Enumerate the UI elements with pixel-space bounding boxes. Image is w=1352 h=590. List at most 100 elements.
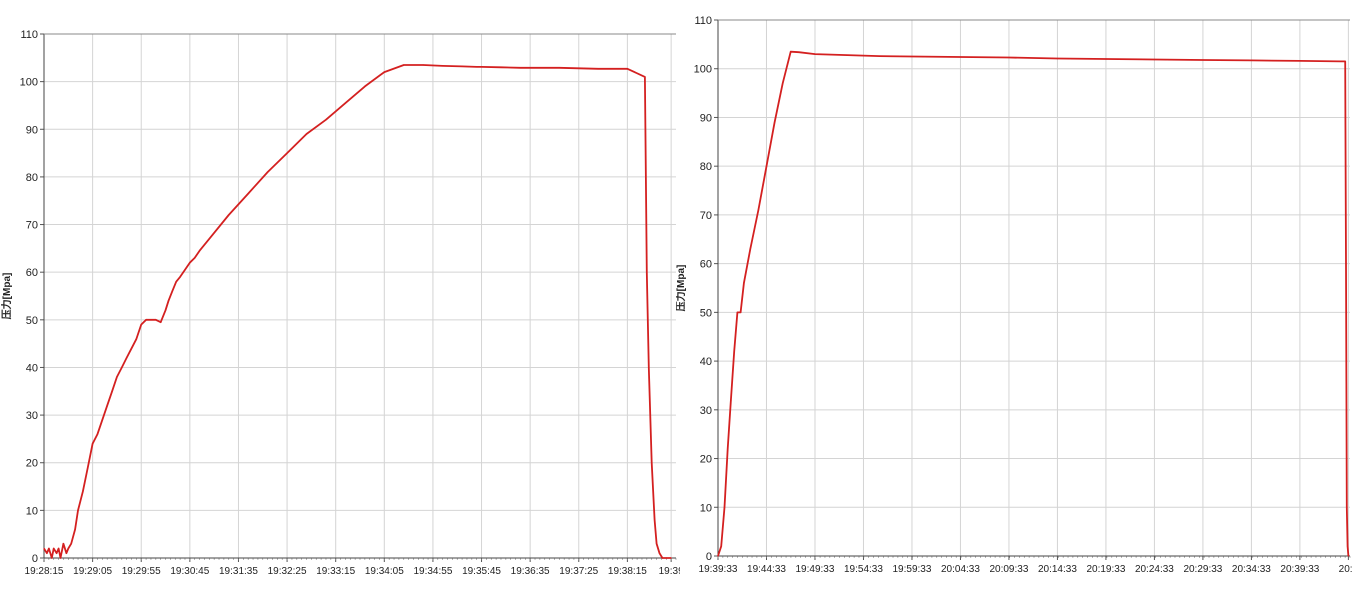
x-tick-label: 19:33:15	[316, 566, 355, 577]
pressure-data-point	[959, 56, 962, 58]
pressure-data-point	[1347, 555, 1349, 557]
pressure-data-point	[720, 545, 722, 547]
pressure-data-point	[1346, 545, 1349, 547]
pressure-data-point	[56, 552, 58, 554]
y-tick-label: 30	[700, 405, 712, 417]
x-tick-label: 20:34:33	[1232, 564, 1271, 575]
pressure-data-point	[140, 323, 142, 326]
pressure-data-point	[736, 311, 738, 313]
pressure-data-point	[43, 547, 45, 550]
pressure-data-point	[87, 466, 89, 469]
pressure-data-point	[67, 547, 69, 550]
pressure-series-line	[717, 50, 1350, 557]
x-tick-label: 19:35:45	[462, 566, 501, 577]
y-tick-label: 70	[26, 220, 38, 232]
pressure-data-point	[626, 68, 628, 70]
pressure-data-point	[442, 65, 444, 67]
pressure-data-point	[51, 557, 53, 559]
pressure-data-point	[790, 51, 792, 53]
x-tick-label: 19:29:55	[122, 566, 161, 577]
x-tick-label: 19:34:55	[413, 566, 452, 577]
pressure-data-point	[558, 67, 560, 69]
right-chart-svg: 0 10 20 30 40 50 60 70 80 90 100 110 19:39:33 19:44:3…	[674, 15, 1352, 575]
pressure-data-point	[46, 552, 48, 554]
y-tick-label: 0	[706, 551, 712, 563]
pressure-data-point	[48, 547, 50, 550]
x-tick-label: 19:37:25	[559, 566, 598, 577]
pressure-data-point	[727, 448, 729, 450]
pressure-data-point	[733, 350, 735, 352]
pressure-data-point	[644, 76, 646, 78]
pressure-data-point	[651, 462, 653, 464]
pressure-data-point	[1299, 60, 1301, 62]
pressure-data-point	[723, 506, 726, 508]
y-tick-label: 90	[700, 112, 712, 124]
y-tick-label: 40	[700, 356, 712, 368]
pressure-data-point	[1105, 58, 1107, 60]
pressure-data-point	[648, 366, 650, 369]
pressure-data-point	[730, 399, 732, 401]
x-tick-label: 20:24:33	[1135, 564, 1174, 575]
plot-area	[718, 20, 1350, 556]
pressure-data-point	[155, 319, 157, 321]
pressure-data-point	[82, 490, 84, 492]
x-tick-label: 20:39:33	[1280, 564, 1319, 575]
pressure-data-point	[164, 309, 167, 311]
pressure-data-point	[846, 54, 848, 56]
pressure-data-point	[461, 65, 463, 67]
pressure-data-point	[1345, 263, 1347, 265]
pressure-data-point	[184, 269, 186, 271]
pressure-data-point	[126, 357, 128, 359]
x-tick-label: 20:14:33	[1038, 564, 1077, 575]
x-tick-label: 19:32:25	[268, 566, 307, 577]
right-pressure-chart: 0 10 20 30 40 50 60 70 80 90 100 110 19:39:33 19:44:3…	[674, 0, 1352, 585]
pressure-data-point	[57, 547, 60, 550]
pressure-data-point	[145, 319, 147, 321]
pressure-data-point	[646, 271, 648, 273]
pressure-data-point	[106, 404, 108, 407]
pressure-data-point	[62, 543, 65, 545]
pressure-data-point	[1056, 57, 1059, 60]
y-tick-label: 20	[700, 454, 712, 466]
x-tick-label: 19:49:33	[796, 564, 835, 575]
x-tick-label: 19:59:33	[892, 564, 931, 575]
pressure-data-point	[500, 66, 502, 68]
y-tick-label: 10	[700, 502, 712, 514]
pressure-data-point	[111, 390, 113, 392]
y-tick-label: 50	[700, 307, 712, 319]
pressure-data-point	[1339, 60, 1341, 63]
pressure-data-point	[150, 319, 152, 321]
pressure-data-point	[135, 338, 137, 340]
x-tick-label: 19:36:35	[511, 566, 550, 577]
pressure-data-point	[267, 171, 269, 173]
pressure-data-point	[59, 557, 62, 559]
pressure-series-line	[43, 64, 672, 559]
y-tick-label: 50	[26, 315, 38, 327]
x-tick-label: 20:04:33	[941, 564, 980, 575]
pressure-data-point	[189, 262, 191, 264]
pressure-data-point	[879, 55, 881, 57]
pressure-data-point	[539, 67, 541, 69]
pressure-data-point	[228, 214, 230, 216]
pressure-data-point	[194, 257, 196, 259]
pressure-data-point	[773, 121, 776, 123]
y-tick-label: 0	[32, 553, 38, 565]
pressure-data-point	[344, 102, 347, 104]
x-tick-label: 19:29:05	[73, 566, 112, 577]
pressure-data-point	[798, 51, 800, 53]
x-tick-label: 19:38:15	[608, 566, 647, 577]
pressure-data-point	[1008, 56, 1010, 59]
y-tick-label: 90	[26, 124, 38, 136]
pressure-data-point	[743, 282, 745, 284]
pressure-data-point	[1202, 59, 1204, 61]
pressure-data-point	[364, 85, 366, 87]
pressure-data-point	[130, 347, 133, 349]
y-tick-label: 10	[26, 505, 38, 517]
pressure-data-point	[403, 64, 405, 66]
pressure-data-point	[305, 133, 308, 135]
pressure-data-point	[749, 248, 751, 250]
pressure-data-point	[1153, 58, 1156, 61]
y-axis-label: 压力[Mpa]	[0, 273, 13, 320]
pressure-data-point	[1250, 59, 1253, 62]
pressure-data-point	[77, 509, 79, 511]
